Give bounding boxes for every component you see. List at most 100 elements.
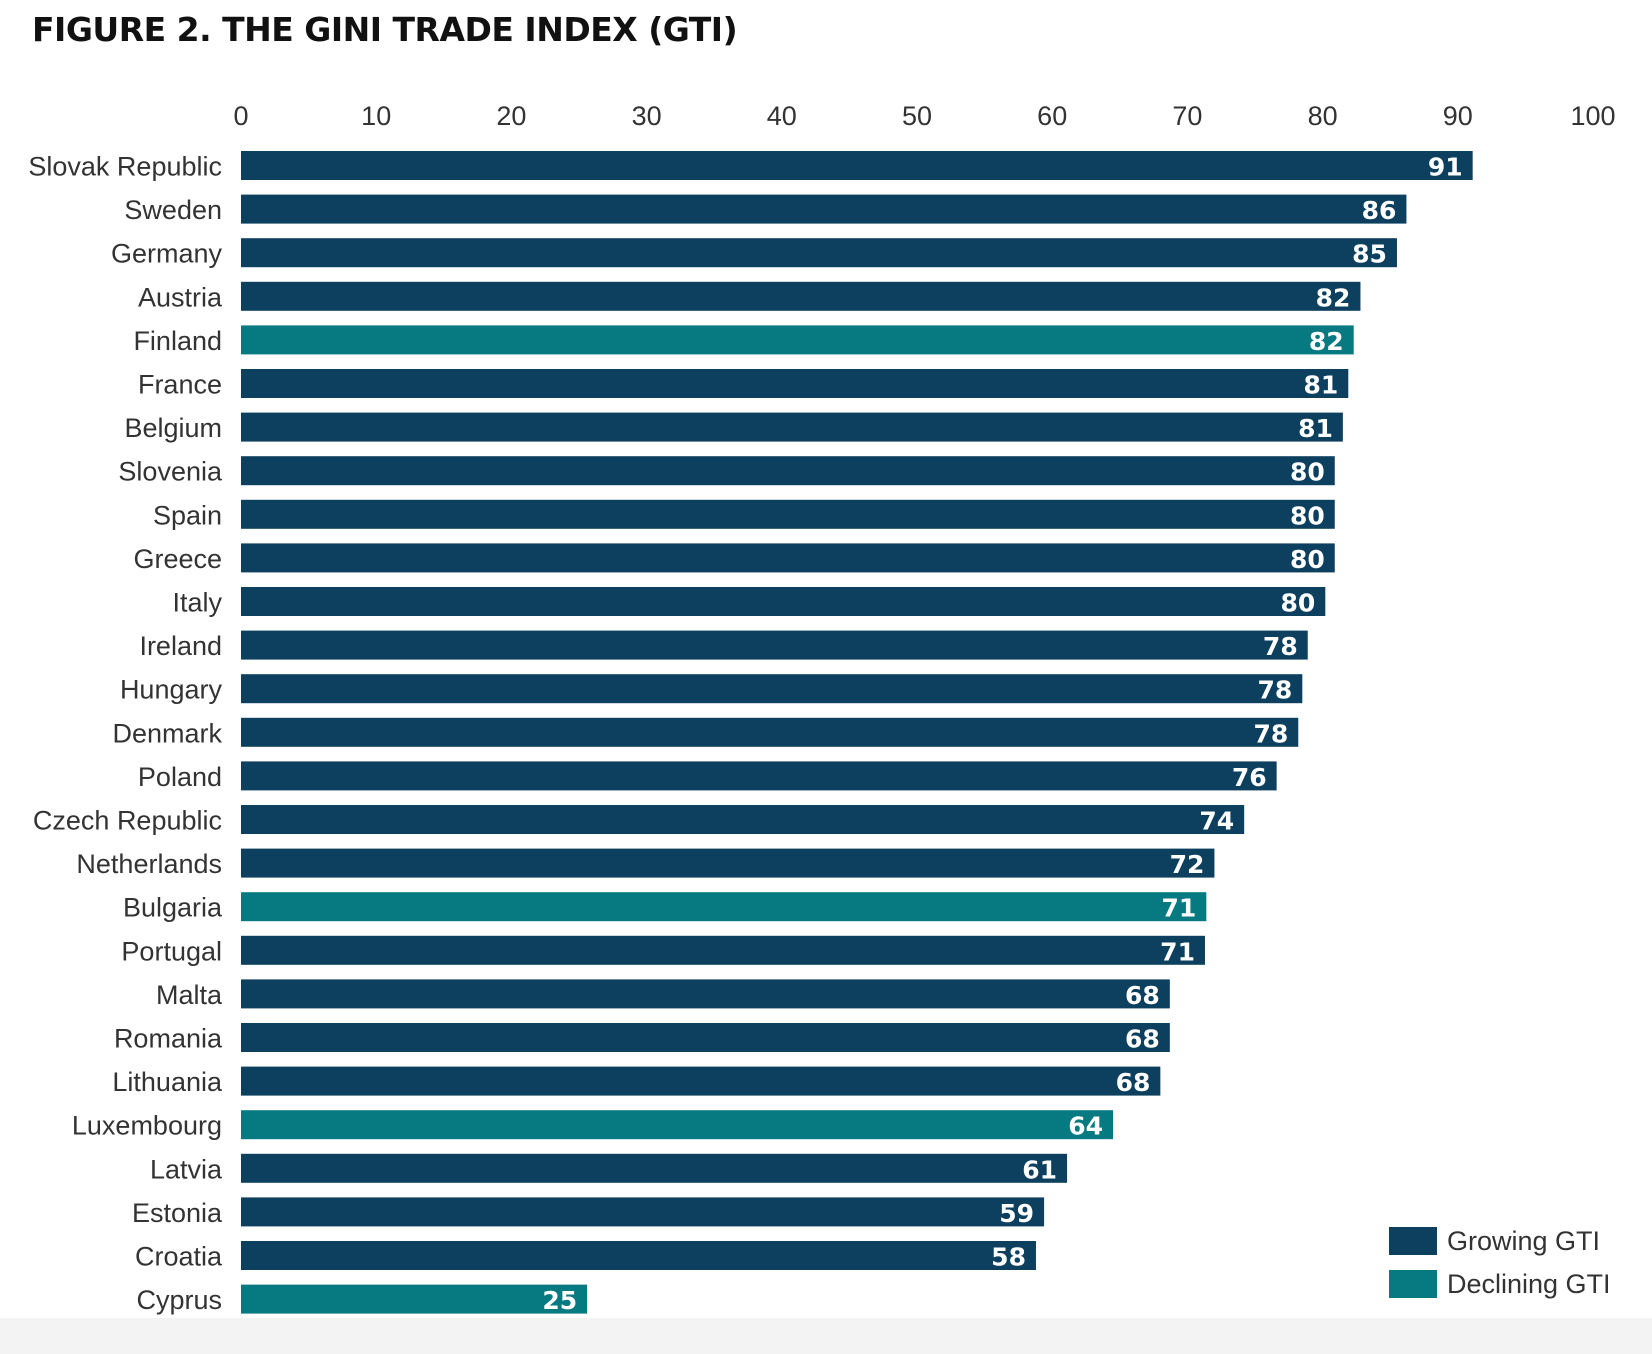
category-label: Croatia [135, 1242, 223, 1272]
category-label: Spain [153, 500, 222, 530]
bar [241, 151, 1473, 180]
category-label: Hungary [120, 675, 223, 705]
bar [241, 979, 1170, 1009]
bar-value-label: 80 [1290, 545, 1325, 574]
category-label: Slovenia [118, 457, 223, 487]
legend-label: Growing GTI [1447, 1226, 1600, 1256]
category-label: Luxembourg [72, 1111, 222, 1141]
bar [241, 194, 1407, 224]
bar [241, 456, 1335, 486]
bar-value-label: 71 [1162, 894, 1197, 923]
x-tick-label: 0 [233, 101, 248, 131]
bar [241, 892, 1207, 922]
bar [241, 1066, 1161, 1096]
category-label: Romania [114, 1024, 223, 1054]
category-label: France [138, 370, 222, 400]
gti-bar-chart: 0 10 20 30 40 50 60 70 80 90 100 Slovak Republic Sw… [28, 101, 1615, 1316]
bar [241, 325, 1354, 355]
x-tick-label: 20 [496, 101, 526, 131]
category-label: Poland [138, 762, 222, 792]
bar [241, 1241, 1036, 1270]
x-tick-label: 40 [767, 101, 797, 131]
bar [241, 717, 1299, 747]
x-tick-label: 100 [1570, 101, 1615, 131]
bar [241, 848, 1215, 878]
category-label: Estonia [132, 1198, 223, 1228]
category-label: Austria [138, 282, 223, 312]
legend-swatch [1389, 1227, 1437, 1255]
bar-value-label: 64 [1068, 1112, 1103, 1141]
bar [241, 543, 1335, 573]
category-label: Sweden [124, 195, 222, 225]
legend-swatch [1389, 1270, 1437, 1298]
bar-value-label: 59 [999, 1199, 1034, 1228]
bar [241, 412, 1343, 442]
category-label: Malta [156, 980, 223, 1010]
bar [241, 630, 1308, 660]
bar-value-label: 68 [1125, 1025, 1160, 1054]
bar [241, 935, 1205, 965]
page-bottom-strip [0, 1318, 1652, 1354]
category-label: Greece [133, 544, 222, 574]
bar [241, 1284, 588, 1314]
bar-value-label: 68 [1125, 981, 1160, 1010]
category-label: Cyprus [136, 1285, 222, 1315]
x-tick-label: 30 [632, 101, 662, 131]
bar-value-label: 85 [1352, 240, 1387, 269]
bar [241, 499, 1335, 529]
bar-value-label: 91 [1428, 153, 1463, 182]
bar [241, 761, 1277, 791]
category-label: Latvia [150, 1154, 223, 1184]
category-label: Belgium [124, 413, 222, 443]
bar [241, 1023, 1170, 1052]
bar-value-label: 76 [1232, 763, 1267, 792]
x-axis-ticks: 0 10 20 30 40 50 60 70 80 90 100 [233, 101, 1615, 131]
bars-group [241, 151, 1473, 1314]
legend-label: Declining GTI [1447, 1269, 1611, 1299]
bar-value-label: 86 [1362, 196, 1397, 225]
value-labels: 9186858282818180808080787878767472717168… [542, 153, 1462, 1316]
x-tick-label: 50 [902, 101, 932, 131]
bar-value-label: 61 [1022, 1155, 1057, 1184]
category-label: Portugal [121, 936, 222, 966]
bar-value-label: 80 [1290, 458, 1325, 487]
bar [241, 369, 1349, 398]
category-label: Ireland [139, 631, 222, 661]
category-label: Denmark [112, 718, 222, 748]
bar [241, 281, 1361, 311]
bar-value-label: 74 [1199, 807, 1234, 836]
figure-title: FIGURE 2. THE GINI TRADE INDEX (GTI) [32, 10, 738, 49]
bar-value-label: 25 [542, 1286, 577, 1315]
category-label: Finland [133, 326, 222, 356]
bar [241, 1110, 1114, 1140]
category-label: Bulgaria [123, 893, 223, 923]
bar [241, 674, 1303, 704]
x-tick-label: 70 [1172, 101, 1202, 131]
bar-value-label: 80 [1281, 589, 1316, 618]
category-label: Lithuania [112, 1067, 223, 1097]
bar [241, 805, 1245, 834]
x-tick-label: 90 [1443, 101, 1473, 131]
bar [241, 1197, 1045, 1227]
bar-value-label: 82 [1309, 327, 1344, 356]
bar-value-label: 78 [1258, 676, 1293, 705]
legend: Growing GTI Declining GTI [1389, 1226, 1611, 1299]
bar-value-label: 82 [1316, 283, 1351, 312]
bar-value-label: 72 [1170, 850, 1205, 879]
bar-value-label: 78 [1253, 719, 1288, 748]
category-label: Netherlands [76, 849, 222, 879]
bar-value-label: 81 [1298, 414, 1333, 443]
category-label: Germany [111, 239, 223, 269]
bar-value-label: 68 [1116, 1068, 1151, 1097]
bar [241, 587, 1326, 616]
bar-value-label: 71 [1160, 937, 1195, 966]
bar [241, 1153, 1068, 1183]
category-label: Czech Republic [33, 806, 222, 836]
category-label: Italy [172, 588, 222, 618]
x-tick-label: 80 [1308, 101, 1338, 131]
x-tick-label: 60 [1037, 101, 1067, 131]
x-tick-label: 10 [361, 101, 391, 131]
bar-value-label: 78 [1263, 632, 1298, 661]
bar-value-label: 58 [991, 1243, 1026, 1272]
bar-value-label: 81 [1303, 371, 1338, 400]
